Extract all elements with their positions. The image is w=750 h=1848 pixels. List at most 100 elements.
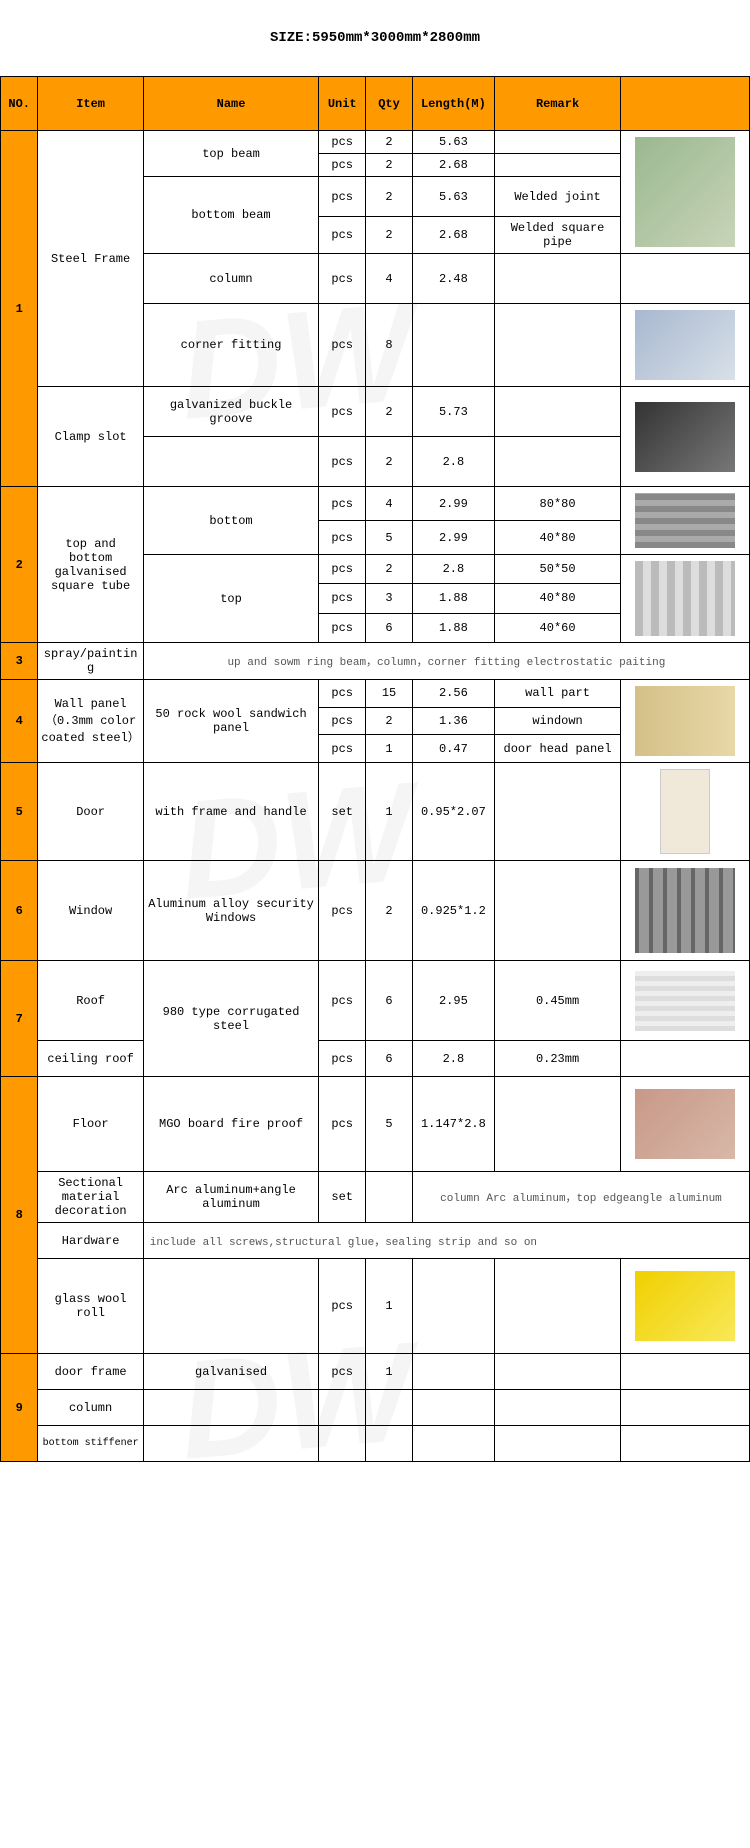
remark-cell: windown bbox=[494, 707, 620, 735]
qty-cell: 2 bbox=[366, 861, 413, 961]
item-cell: Window bbox=[38, 861, 143, 961]
qty-cell: 2 bbox=[366, 131, 413, 154]
image-cell bbox=[621, 387, 750, 487]
item-cell: Wall panel（0.3mm color coated steel） bbox=[38, 680, 143, 763]
image-cell bbox=[621, 304, 750, 387]
name-cell: column bbox=[143, 254, 319, 304]
image-cell bbox=[621, 1354, 750, 1390]
unit-cell: set bbox=[319, 763, 366, 861]
remark-cell: 50*50 bbox=[494, 555, 620, 584]
unit-cell: pcs bbox=[319, 304, 366, 387]
remark-cell: door head panel bbox=[494, 735, 620, 763]
col-item: Item bbox=[38, 77, 143, 131]
item-cell: glass wool roll bbox=[38, 1259, 143, 1354]
item-cell: Sectional material decoration bbox=[38, 1172, 143, 1223]
len-cell: 1.88 bbox=[412, 584, 494, 613]
col-length: Length(M) bbox=[412, 77, 494, 131]
qty-cell: 6 bbox=[366, 613, 413, 642]
image-cell bbox=[621, 1041, 750, 1077]
table-row: 4 Wall panel（0.3mm color coated steel） 5… bbox=[1, 680, 750, 708]
col-remark: Remark bbox=[494, 77, 620, 131]
image-cell bbox=[621, 1390, 750, 1426]
col-unit: Unit bbox=[319, 77, 366, 131]
remark-cell bbox=[494, 1390, 620, 1426]
unit-cell: pcs bbox=[319, 1041, 366, 1077]
len-cell: 2.8 bbox=[412, 437, 494, 487]
table-row: ceiling roof pcs 6 2.8 0.23mm bbox=[1, 1041, 750, 1077]
len-cell: 2.99 bbox=[412, 521, 494, 555]
name-cell: 980 type corrugated steel bbox=[143, 961, 319, 1077]
unit-cell: pcs bbox=[319, 555, 366, 584]
image-cell bbox=[621, 763, 750, 861]
unit-cell: pcs bbox=[319, 861, 366, 961]
len-cell bbox=[412, 1426, 494, 1462]
qty-cell bbox=[366, 1390, 413, 1426]
image-cell bbox=[621, 254, 750, 304]
len-cell bbox=[412, 1354, 494, 1390]
item-cell: bottom stiffener bbox=[38, 1426, 143, 1462]
unit-cell: pcs bbox=[319, 1259, 366, 1354]
table-row: Sectional material decoration Arc alumin… bbox=[1, 1172, 750, 1223]
remark-cell bbox=[494, 763, 620, 861]
len-cell: 2.95 bbox=[412, 961, 494, 1041]
image-cell bbox=[621, 861, 750, 961]
remark-cell bbox=[494, 1259, 620, 1354]
qty-cell: 2 bbox=[366, 387, 413, 437]
len-cell: 5.73 bbox=[412, 387, 494, 437]
remark-cell bbox=[494, 304, 620, 387]
table-row: Hardware include all screws,structural g… bbox=[1, 1223, 750, 1259]
col-name: Name bbox=[143, 77, 319, 131]
name-cell: Aluminum alloy security Windows bbox=[143, 861, 319, 961]
unit-cell: pcs bbox=[319, 177, 366, 217]
table-row: column bbox=[1, 1390, 750, 1426]
remark-cell bbox=[494, 861, 620, 961]
item-cell: Door bbox=[38, 763, 143, 861]
remark-cell bbox=[494, 1354, 620, 1390]
len-cell: 0.95*2.07 bbox=[412, 763, 494, 861]
col-qty: Qty bbox=[366, 77, 413, 131]
item-cell: column bbox=[38, 1390, 143, 1426]
table-row: Clamp slot galvanized buckle groove pcs … bbox=[1, 387, 750, 437]
no-cell: 9 bbox=[1, 1354, 38, 1462]
image-cell bbox=[621, 1259, 750, 1354]
unit-cell: pcs bbox=[319, 131, 366, 154]
qty-cell: 4 bbox=[366, 487, 413, 521]
len-cell bbox=[412, 1390, 494, 1426]
qty-cell: 2 bbox=[366, 154, 413, 177]
remark-cell: 40*80 bbox=[494, 521, 620, 555]
unit-cell: pcs bbox=[319, 735, 366, 763]
unit-cell bbox=[319, 1390, 366, 1426]
qty-cell: 2 bbox=[366, 707, 413, 735]
span-cell: include all screws,structural glue，seali… bbox=[143, 1223, 749, 1259]
name-cell: with frame and handle bbox=[143, 763, 319, 861]
image-cell bbox=[621, 1077, 750, 1172]
len-cell bbox=[412, 1259, 494, 1354]
qty-cell: 8 bbox=[366, 304, 413, 387]
len-cell: 1.88 bbox=[412, 613, 494, 642]
unit-cell: pcs bbox=[319, 217, 366, 254]
len-cell: 2.68 bbox=[412, 154, 494, 177]
len-cell: 2.56 bbox=[412, 680, 494, 708]
unit-cell: pcs bbox=[319, 521, 366, 555]
table-row: 9 door frame galvanised pcs 1 bbox=[1, 1354, 750, 1390]
span-cell: column Arc aluminum，top edgeangle alumin… bbox=[412, 1172, 749, 1223]
unit-cell: pcs bbox=[319, 437, 366, 487]
item-cell: spray/painting bbox=[38, 643, 143, 680]
name-cell bbox=[143, 1390, 319, 1426]
name-cell: 50 rock wool sandwich panel bbox=[143, 680, 319, 763]
unit-cell: pcs bbox=[319, 1077, 366, 1172]
page-title: SIZE:5950mm*3000mm*2800mm bbox=[0, 0, 750, 76]
unit-cell: pcs bbox=[319, 1354, 366, 1390]
qty-cell: 6 bbox=[366, 961, 413, 1041]
len-cell: 5.63 bbox=[412, 177, 494, 217]
name-cell: bottom bbox=[143, 487, 319, 555]
image-cell bbox=[621, 1426, 750, 1462]
table-row: 5 Door with frame and handle set 1 0.95*… bbox=[1, 763, 750, 861]
name-cell: Arc aluminum+angle aluminum bbox=[143, 1172, 319, 1223]
remark-cell: Welded joint bbox=[494, 177, 620, 217]
no-cell: 2 bbox=[1, 487, 38, 643]
no-cell: 3 bbox=[1, 643, 38, 680]
unit-cell: pcs bbox=[319, 680, 366, 708]
unit-cell: pcs bbox=[319, 961, 366, 1041]
unit-cell: pcs bbox=[319, 154, 366, 177]
